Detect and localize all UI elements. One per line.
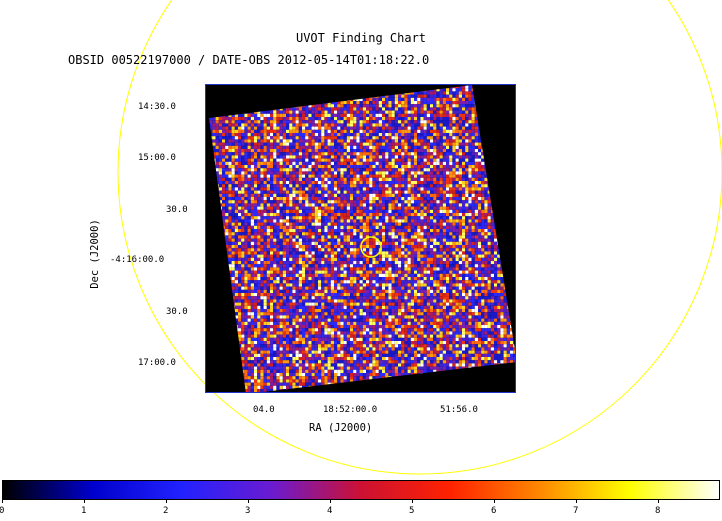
colorbar-tick-mark [330, 500, 331, 503]
colorbar-tick-label: 0 [0, 506, 5, 516]
dec-tick-label: 15:00.0 [138, 153, 176, 163]
ra-tick-label: 04.0 [253, 405, 275, 415]
chart-subtitle: OBSID 00522197000 / DATE-OBS 2012-05-14T… [68, 53, 430, 67]
colorbar-tick-label: 4 [327, 506, 333, 516]
sky-image [209, 85, 515, 392]
colorbar-tick-mark [494, 500, 495, 503]
colorbar-tick-label: 2 [163, 506, 169, 516]
colorbar [2, 480, 720, 500]
dec-tick-label: 14:30.0 [138, 102, 176, 112]
dec-tick-label: -4:16:00.0 [110, 255, 165, 265]
ra-tick-label: 18:52:00.0 [323, 405, 378, 415]
colorbar-tick-mark [248, 500, 249, 503]
colorbar-tick-label: 5 [409, 506, 415, 516]
dec-tick-label: 30.0 [166, 205, 188, 215]
colorbar-tick-mark [2, 500, 3, 503]
sky-image-frame [205, 84, 516, 393]
source-circle [360, 236, 382, 258]
dec-tick-label: 17:00.0 [138, 358, 176, 368]
colorbar-tick-mark [84, 500, 85, 503]
chart-title: UVOT Finding Chart [295, 31, 427, 45]
colorbar-tick-mark [576, 500, 577, 503]
colorbar-tick-label: 1 [81, 506, 87, 516]
colorbar-tick-label: 3 [245, 506, 251, 516]
colorbar-tick-label: 7 [573, 506, 579, 516]
colorbar-tick-label: 6 [491, 506, 497, 516]
colorbar-tick-mark [412, 500, 413, 503]
colorbar-tick-mark [658, 500, 659, 503]
ra-tick-label: 51:56.0 [440, 405, 478, 415]
colorbar-tick-label: 8 [655, 506, 661, 516]
colorbar-tick-mark [166, 500, 167, 503]
colorbar-ticks: 0 1 2 3 4 5 6 7 8 [0, 500, 722, 521]
dec-tick-label: 30.0 [166, 307, 188, 317]
ra-axis-label: RA (J2000) [309, 422, 373, 434]
